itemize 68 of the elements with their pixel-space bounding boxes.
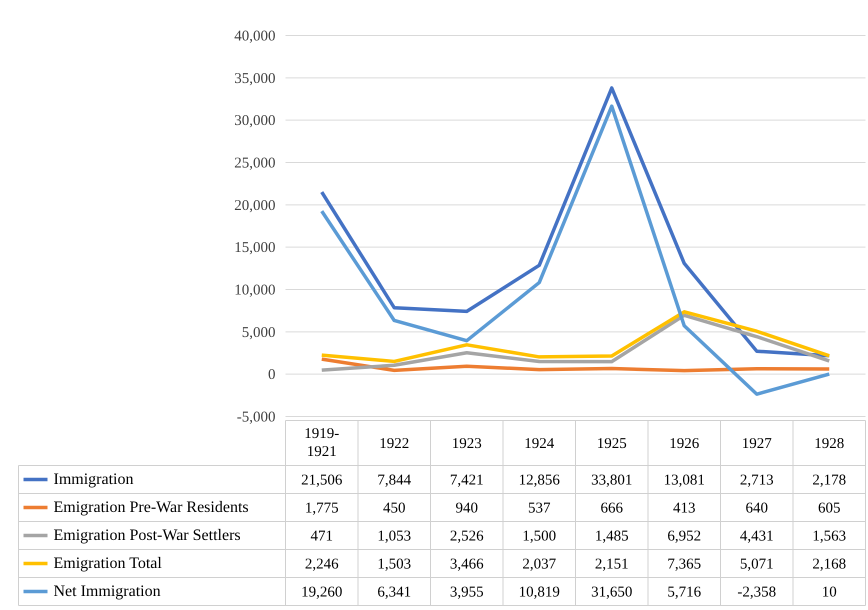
data-label: 471: [310, 528, 333, 544]
data-label: 2,526: [450, 528, 484, 544]
data-label: 2,713: [740, 472, 774, 488]
data-label: 13,081: [664, 472, 705, 488]
data-label: -2,358: [737, 584, 776, 600]
data-label: 1,563: [812, 528, 846, 544]
data-label: 19,260: [301, 584, 342, 600]
x-tick-label: 1928: [814, 436, 844, 452]
data-label: 4,431: [740, 528, 774, 544]
y-tick-label: -5,000: [236, 410, 276, 426]
y-tick-label: 15,000: [234, 240, 276, 256]
x-tick-label: 1923: [452, 436, 482, 452]
legend-label: Immigration: [54, 471, 134, 488]
y-tick-label: 35,000: [234, 70, 276, 87]
y-tick-label: 40,000: [234, 28, 276, 44]
y-tick-label: 10,000: [234, 282, 276, 298]
data-label: 2,246: [304, 556, 340, 572]
data-label: 2,168: [812, 556, 846, 572]
data-label: 7,365: [667, 556, 702, 572]
data-label: 3,466: [450, 556, 484, 572]
y-tick-label: 30,000: [234, 113, 276, 130]
data-label: 1,775: [304, 500, 339, 516]
data-label: 10,819: [518, 584, 560, 600]
data-label: 6,952: [667, 528, 702, 544]
data-label: 666: [600, 500, 624, 516]
data-label: 1,500: [522, 528, 556, 544]
data-label: 2,178: [812, 472, 846, 488]
data-label: 605: [818, 500, 840, 516]
y-tick-label: 25,000: [234, 156, 276, 172]
line-series: [320, 310, 831, 364]
data-label: 2,037: [522, 556, 557, 572]
data-label: 940: [456, 500, 478, 516]
data-label: 12,856: [518, 472, 560, 488]
data-label: 1,053: [377, 528, 412, 544]
data-label: 7,421: [450, 472, 484, 488]
data-label: 2,151: [594, 556, 629, 572]
line-series: [320, 357, 831, 372]
data-label: 413: [673, 500, 696, 516]
data-label: 31,650: [591, 584, 632, 600]
x-tick-label: 1926: [669, 436, 700, 452]
legend-label: Emigration Pre-War Residents: [54, 499, 249, 516]
legend-label: Emigration Post-War Settlers: [54, 527, 241, 544]
line-series: [320, 86, 831, 358]
data-label: 450: [383, 500, 406, 516]
x-tick-label: 1922: [379, 436, 410, 452]
x-tick-label: 1927: [742, 436, 772, 452]
data-label: 5,716: [667, 584, 702, 600]
data-label: 5,071: [740, 556, 774, 572]
data-label: 3,955: [450, 584, 484, 600]
data-label: 1,503: [377, 556, 412, 572]
data-label: 21,506: [301, 472, 343, 488]
data-label: 10: [822, 584, 837, 600]
data-label: 640: [746, 500, 768, 516]
y-tick-label: 5,000: [242, 324, 276, 341]
x-tick-label: 1919- 1921: [304, 426, 340, 460]
data-label: 537: [528, 500, 551, 516]
data-label: 7,844: [377, 472, 412, 488]
data-label: 6,341: [377, 584, 412, 600]
y-tick-label: 0: [268, 367, 276, 384]
line-series: [320, 314, 831, 372]
x-tick-label: 1925: [596, 436, 627, 452]
data-label: 1,485: [594, 528, 629, 544]
legend-label: Net Immigration: [54, 583, 161, 600]
line-series: [320, 104, 831, 396]
y-tick-label: 20,000: [234, 198, 276, 214]
data-label: 33,801: [591, 472, 632, 488]
legend-label: Emigration Total: [54, 555, 162, 572]
x-tick-label: 1924: [524, 436, 555, 452]
